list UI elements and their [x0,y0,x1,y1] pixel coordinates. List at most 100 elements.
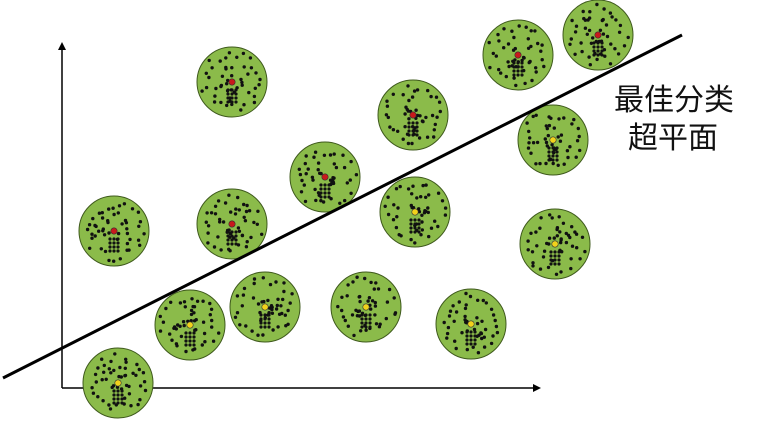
sample-dot [270,311,275,315]
sample-dot [463,314,467,319]
sample-dot [583,18,588,22]
sample-dot [219,248,223,252]
sample-dot [219,100,223,105]
sample-dot [181,320,186,324]
sample-dot [543,137,547,141]
data-cluster [196,46,268,118]
sample-dot [538,267,543,271]
sample-dot [109,359,113,364]
class-a-center [594,31,602,39]
sample-dot [540,58,544,62]
sample-dot [244,209,249,214]
sample-dot [318,171,322,175]
sample-dot [429,226,434,230]
sample-dot [559,133,564,137]
sample-dot [553,262,557,266]
sample-dot [531,114,535,119]
sample-dot [514,83,518,88]
sample-dot [368,321,372,325]
sample-dot [588,62,592,67]
sample-dot [242,286,247,291]
sample-dot [202,331,207,336]
sample-dot [415,129,419,133]
sample-dot [230,92,234,96]
class-b-center [549,136,557,144]
data-cluster [78,195,150,267]
class-b-center [551,240,559,248]
sample-dot [108,237,112,241]
sample-dot [168,332,172,336]
sample-dot [407,121,411,125]
sample-dot [549,262,553,266]
sample-dot [568,42,572,46]
sample-dot [608,11,613,15]
sample-dot [534,113,538,118]
sample-dot [580,49,584,54]
sample-dot [108,241,112,245]
sample-dot [327,183,331,187]
sample-dot [469,342,473,346]
sample-dot [88,246,92,250]
sample-dot [125,241,130,246]
sample-dot [209,211,214,215]
sample-dot [556,135,560,139]
sample-dot [108,245,112,249]
sample-dot [417,226,421,230]
sample-dot [116,245,120,249]
sample-dot [534,66,538,70]
sample-dot [616,52,621,56]
sample-dot [544,161,548,166]
sample-dot [360,317,364,321]
sample-dot [359,329,363,333]
sample-dot [511,48,516,52]
sample-dot [234,207,238,211]
sample-dot [565,149,570,153]
sample-dot [349,191,353,195]
data-cluster [154,289,226,361]
sample-dot [544,124,548,128]
sample-dot [205,211,209,215]
sample-dot [137,367,141,372]
sample-dot [622,44,627,48]
sample-dot [358,299,362,304]
sample-dot [302,183,306,187]
sample-dot [297,167,301,171]
sample-dot [184,339,188,343]
sample-dot [465,334,469,338]
sample-dot [529,29,533,33]
sample-dot [360,321,364,325]
sample-dot [564,240,569,245]
class-a-center [228,78,236,86]
sample-dot [376,287,381,291]
sample-dot [323,183,327,187]
sample-dot [240,233,245,237]
sample-dot [323,191,327,195]
sample-dot [397,233,401,237]
sample-dot [179,334,184,339]
sample-dot [520,73,524,77]
sample-dot [626,35,630,40]
sample-dot [415,125,419,129]
sample-dot [112,397,116,401]
sample-dot [102,370,106,374]
sample-dot [413,226,417,230]
sample-dot [475,321,480,326]
sample-dot [464,291,468,296]
sample-dot [447,314,452,318]
sample-dot [600,41,604,45]
sample-dot [327,187,331,191]
sample-dot [557,250,561,254]
sample-dot [192,343,196,347]
sample-dot [236,243,241,247]
sample-dot [253,86,257,91]
sample-dot [367,296,372,300]
sample-dot [417,210,422,214]
sample-dot [343,318,347,323]
sample-dot [212,100,217,104]
sample-dot [240,83,244,87]
sample-dot [123,218,128,223]
sample-dot [124,383,129,388]
sample-dot [327,195,331,199]
sample-dot [224,56,228,60]
